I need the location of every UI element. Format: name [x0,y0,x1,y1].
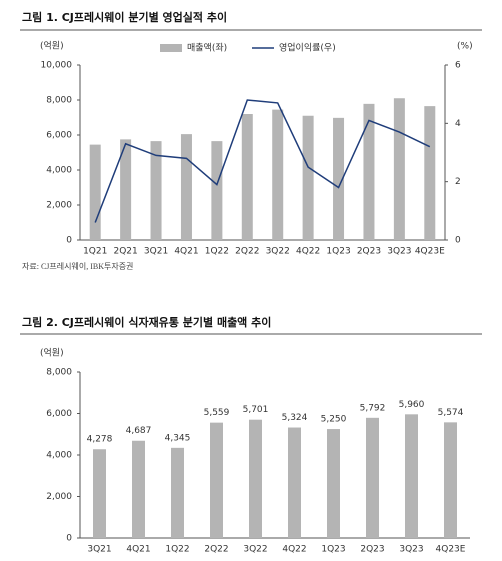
x-tick-label: 1Q22 [165,545,189,555]
x-tick-label: 3Q23 [399,545,423,555]
bar [327,429,340,538]
bar [210,422,223,538]
value-label: 4,687 [126,426,152,436]
value-label: 4,345 [165,433,191,443]
x-tick-label: 2Q21 [113,247,137,257]
legend-label: 영업이익률(우) [279,42,336,54]
y-tick-label: 10,000 [41,61,73,71]
x-tick-label: 4Q21 [126,545,150,555]
x-tick-label: 3Q23 [387,247,411,257]
bar [150,141,162,240]
x-tick-label: 3Q22 [266,247,290,257]
y-tick-label: 2,000 [46,492,72,502]
x-tick-label: 4Q23E [436,545,466,555]
y-tick-label: 6,000 [46,409,72,419]
x-tick-label: 3Q22 [243,545,267,555]
value-label: 5,574 [438,408,464,418]
bar [302,115,314,240]
legend-label: 매출액(좌) [187,42,227,54]
x-tick-label: 4Q21 [174,247,198,257]
value-label: 5,960 [399,400,425,410]
bar [241,114,253,240]
x-tick-label: 2Q23 [360,545,384,555]
bar [249,419,262,538]
bar [405,414,418,538]
value-label: 5,559 [204,408,230,418]
y-tick-label: 4,000 [46,166,72,176]
y-unit: (억원) [40,40,64,52]
bar [272,109,284,240]
y-tick-label: 4,000 [46,451,72,461]
bar [171,447,184,538]
legend-swatch [160,44,182,52]
bar [288,427,301,538]
y2-tick-label: 2 [455,177,461,187]
y2-unit: (%) [457,42,473,52]
y-tick-label: 0 [66,236,72,246]
source: 자료: CJ프레시웨이, IBK투자증권 [22,261,133,271]
x-tick-label: 3Q21 [87,545,111,555]
y-tick-label: 6,000 [46,131,72,141]
x-tick-label: 2Q22 [235,247,259,257]
bar [93,449,106,538]
value-label: 5,792 [360,403,386,413]
bar [180,134,192,240]
value-label: 5,250 [321,415,347,425]
y2-tick-label: 0 [455,236,461,246]
bar [444,422,457,538]
bar [424,106,436,240]
y-tick-label: 8,000 [46,96,72,106]
chart-title: 그림 1. CJ프레시웨이 분기별 영업실적 추이 [22,10,227,24]
x-tick-label: 4Q23E [415,247,445,257]
chart-title: 그림 2. CJ프레시웨이 식자재유통 분기별 매출액 추이 [22,315,271,329]
bar [211,141,223,240]
bar [120,139,132,240]
bar [132,440,145,538]
x-tick-label: 4Q22 [282,545,306,555]
x-tick-label: 1Q21 [83,247,107,257]
y-tick-label: 8,000 [46,368,72,378]
x-tick-label: 2Q23 [357,247,381,257]
bar [363,103,375,240]
x-tick-label: 3Q21 [144,247,168,257]
x-tick-label: 1Q23 [326,247,350,257]
x-tick-label: 2Q22 [204,545,228,555]
y-tick-label: 2,000 [46,201,72,211]
x-tick-label: 1Q23 [321,545,345,555]
y-unit: (억원) [40,347,64,359]
bar [393,98,405,240]
x-tick-label: 4Q22 [296,247,320,257]
x-tick-label: 1Q22 [205,247,229,257]
bar [366,417,379,538]
value-label: 5,324 [282,413,308,423]
y-tick-label: 0 [66,534,72,544]
y2-tick-label: 4 [455,119,461,129]
y2-tick-label: 6 [455,61,461,71]
value-label: 5,701 [243,405,269,415]
bar [333,117,345,240]
line [94,99,431,223]
bar [89,144,101,240]
value-label: 4,278 [87,435,113,445]
